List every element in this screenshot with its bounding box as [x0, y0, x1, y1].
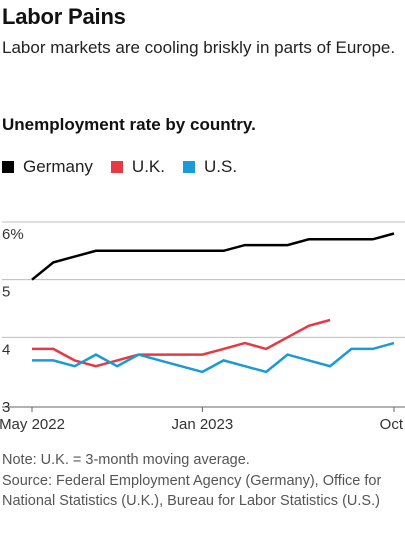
legend-label-uk: U.K.: [131, 157, 165, 176]
y-tick-label-3: 3: [2, 399, 10, 416]
x-tick-label-2023-01: Jan 2023: [171, 416, 233, 433]
y-tick-label-6: 6%: [2, 226, 24, 243]
note-text: Note: U.K. = 3-month moving average.: [2, 452, 250, 468]
subheadline: Labor markets are cooling briskly in par…: [2, 38, 396, 57]
y-tick-label-4: 4: [2, 341, 10, 358]
series-lines: [31, 232, 395, 374]
chart-title: Unemployment rate by country.: [2, 115, 256, 134]
legend: Germany U.K. U.S.: [2, 157, 255, 177]
legend-swatch-uk: [110, 161, 123, 173]
legend-swatch-germany: [2, 161, 14, 173]
legend-swatch-us: [182, 161, 195, 173]
x-tick-label-2023-10: Oct: [380, 416, 404, 433]
footnote: Note: U.K. = 3-month moving average. Sou…: [2, 450, 402, 512]
y-tick-label-5: 5: [2, 284, 10, 301]
series-line-germany: [31, 232, 395, 281]
legend-item-uk: U.K.: [110, 157, 165, 177]
series-line-us: [32, 341, 395, 374]
source-text: Source: Federal Employment Agency (Germa…: [2, 472, 382, 510]
x-tick-label-2022-05: May 2022: [0, 416, 65, 433]
legend-item-germany: Germany: [2, 157, 93, 177]
grid-lines: [2, 221, 405, 408]
legend-item-us: U.S.: [182, 157, 238, 177]
headline: Labor Pains: [2, 4, 126, 29]
legend-label-us: U.S.: [203, 157, 238, 176]
series-line-uk: [32, 318, 331, 368]
legend-label-germany: Germany: [23, 157, 93, 176]
